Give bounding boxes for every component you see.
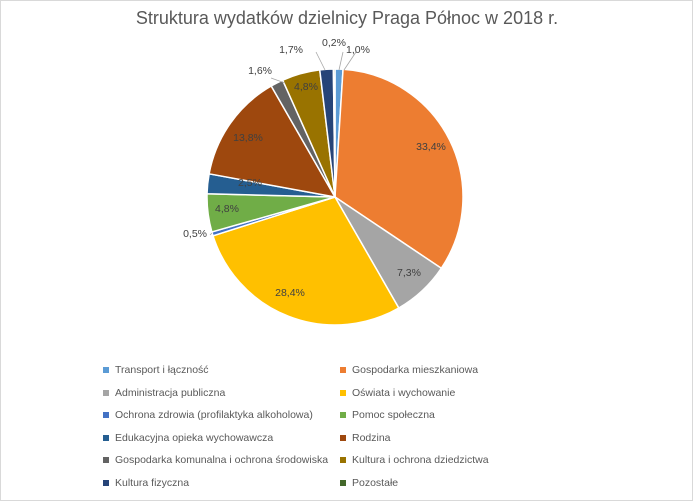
legend-swatch (340, 479, 346, 486)
legend-item: Oświata i wychowanie (340, 384, 455, 402)
legend-label: Rodzina (352, 431, 391, 444)
legend-swatch (340, 367, 346, 373)
legend-label: Transport i łączność (115, 364, 209, 376)
slice-data-label: 4,8% (215, 203, 239, 215)
slice-data-label: 0,2% (322, 37, 346, 49)
slice-data-label: 2,5% (238, 177, 262, 189)
leader-line (209, 232, 213, 236)
legend-item: Rodzina (340, 429, 391, 447)
leader-line (343, 51, 357, 71)
legend-label: Administracja publiczna (115, 386, 226, 399)
slice-data-label: 13,8% (233, 132, 263, 144)
legend-swatch (103, 367, 109, 373)
legend-item: Transport i łączność (103, 361, 209, 379)
legend-swatch (340, 457, 346, 463)
legend-item: Edukacyjna opieka wychowawcza (103, 429, 273, 447)
legend-swatch (103, 479, 109, 486)
slice-data-label: 1,6% (248, 65, 272, 77)
slice-data-label: 7,3% (397, 267, 421, 279)
legend-label: Pozostałe (352, 476, 399, 489)
legend-item: Kultura fizyczna (103, 474, 189, 492)
legend-label: Pomoc społeczna (352, 409, 435, 421)
legend-swatch (340, 412, 346, 418)
legend-label: Gospodarka komunalna i ochrona środowisk… (115, 454, 329, 466)
legend-swatch (340, 434, 346, 441)
legend-item: Gospodarka komunalna i ochrona środowisk… (103, 451, 328, 469)
legend-label: Kultura i ochrona dziedzictwa (352, 454, 489, 466)
leader-line (270, 77, 286, 84)
legend-label: Ochrona zdrowia (profilaktyka alkoholowa… (115, 409, 313, 421)
legend-item: Pomoc społeczna (340, 406, 435, 424)
pie-slice (212, 196, 400, 326)
legend-label: Gospodarka mieszkaniowa (352, 364, 479, 376)
slice-data-label: 1,0% (346, 44, 370, 56)
legend-item: Kultura i ochrona dziedzictwa (340, 451, 489, 469)
legend-swatch (340, 389, 346, 396)
slice-data-label: 1,7% (279, 44, 303, 56)
slice-data-label: 33,4% (416, 141, 446, 153)
legend-item: Administracja publiczna (103, 384, 225, 402)
legend-item: Ochrona zdrowia (profilaktyka alkoholowa… (103, 406, 313, 424)
legend-label: Edukacyjna opieka wychowawcza (115, 431, 274, 444)
legend-label: Oświata i wychowanie (352, 386, 456, 399)
slice-data-label: 4,8% (294, 81, 318, 93)
pie-slice (334, 68, 464, 270)
legend-swatch (103, 434, 109, 441)
pie-slice (208, 84, 337, 199)
legend-swatch (103, 389, 109, 396)
pie-slice (332, 68, 336, 198)
legend-item: Pozostałe (340, 474, 398, 492)
leader-line (315, 51, 326, 71)
leader-line (338, 51, 344, 71)
legend-swatch (103, 457, 109, 463)
slice-data-label: 28,4% (275, 287, 305, 299)
slice-data-label: 0,5% (183, 228, 207, 240)
legend-label: Kultura fizyczna (115, 476, 190, 489)
legend-item: Gospodarka mieszkaniowa (340, 361, 478, 379)
legend-swatch (103, 412, 109, 418)
chart-title: Struktura wydatków dzielnicy Praga Półno… (135, 8, 559, 28)
